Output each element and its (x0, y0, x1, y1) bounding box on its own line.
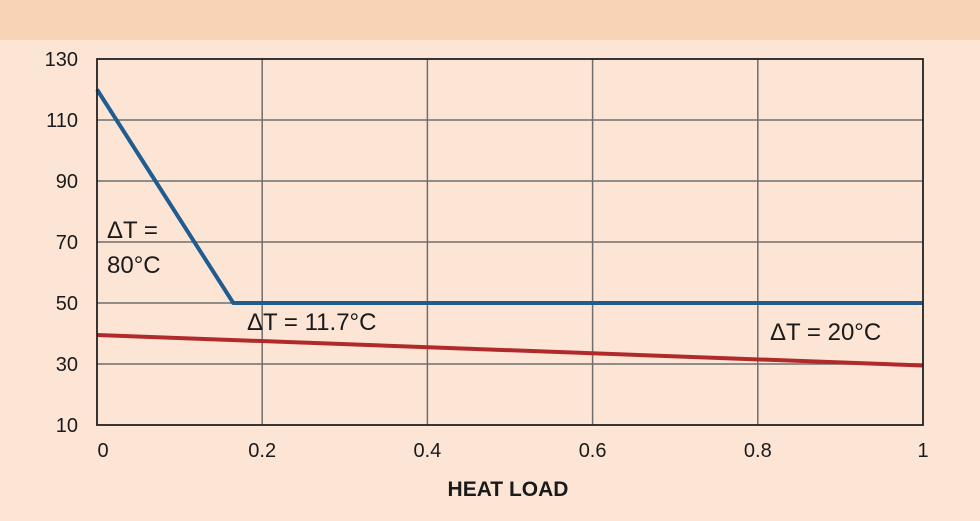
series-lines (95, 88, 924, 368)
series-line-1 (95, 88, 923, 305)
y-tick-label: 50 (56, 293, 78, 315)
x-tick-label: 0.6 (579, 440, 607, 462)
series-line-2 (96, 333, 924, 368)
plot-frame (96, 58, 924, 426)
annotation-delta-t-80-line1: ΔT = (107, 217, 158, 244)
x-tick-label: 0.4 (413, 440, 441, 462)
x-tick-label: 0.2 (248, 440, 276, 462)
y-tick-label: 30 (56, 354, 78, 376)
page-strip (0, 0, 980, 40)
y-tick-label: 130 (45, 49, 78, 71)
y-tick-label: 10 (56, 415, 78, 437)
y-tick-label: 70 (56, 232, 78, 254)
x-tick-label: 0.8 (744, 440, 772, 462)
plot-panel (0, 40, 980, 521)
axes (96, 58, 924, 426)
x-tick-label: 1 (917, 440, 928, 462)
annotation-delta-t-20: ΔT = 20°C (770, 319, 881, 346)
annotation-delta-t-80-line2: 80°C (107, 252, 161, 279)
x-axis-title: HEAT LOAD (448, 478, 569, 501)
x-tick-label: 0 (97, 440, 108, 462)
annotation-delta-t-11-7: ΔT = 11.7°C (247, 309, 376, 336)
y-tick-label: 90 (56, 171, 78, 193)
y-tick-label: 110 (46, 110, 78, 132)
